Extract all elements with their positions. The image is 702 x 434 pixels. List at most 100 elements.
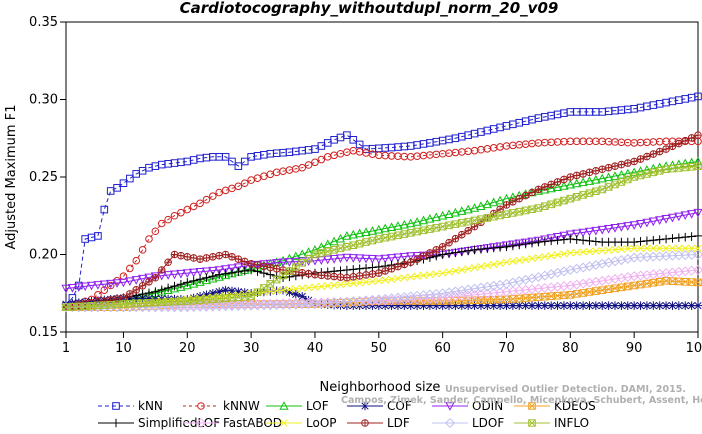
series-point-odin bbox=[272, 259, 282, 268]
legend-item-ldof: LDOF bbox=[432, 416, 504, 430]
series-point-ldf-cross bbox=[694, 131, 702, 139]
series-point-loop bbox=[375, 277, 383, 285]
series-point-knnw bbox=[260, 172, 268, 181]
series-point-lof bbox=[367, 226, 378, 235]
y-tick-label: 0.20 bbox=[29, 248, 58, 263]
series-point-ldf bbox=[413, 255, 421, 263]
legend-label-cof: COF bbox=[387, 399, 412, 413]
series-point-knnw bbox=[132, 256, 141, 265]
series-point-odin bbox=[680, 211, 690, 220]
series-point-ldf-cross bbox=[573, 172, 581, 179]
series-point-odin bbox=[99, 280, 109, 290]
series-point-lof bbox=[425, 213, 435, 223]
series-point-ldf-cross bbox=[247, 260, 255, 268]
series-point-ldf bbox=[655, 147, 664, 156]
series-point-ldf bbox=[202, 254, 211, 262]
series-point-cof bbox=[463, 301, 473, 310]
series-point-ldf bbox=[534, 185, 543, 194]
series-point-odin bbox=[137, 274, 148, 284]
series-point-simplifiedlof bbox=[151, 287, 160, 296]
series-point-ldf bbox=[170, 250, 179, 259]
series-point-kdeos bbox=[623, 282, 632, 291]
series-point-cof bbox=[693, 301, 702, 310]
series-point-inflo bbox=[489, 212, 498, 221]
series-point-knnw bbox=[304, 161, 313, 169]
series-point-cof bbox=[425, 301, 435, 310]
series-point-ldf bbox=[604, 163, 613, 172]
series-point-cof bbox=[202, 290, 211, 300]
series-point-ldf bbox=[228, 253, 236, 261]
x-tick-label: 50 bbox=[371, 341, 388, 356]
series-point-knnw bbox=[145, 235, 153, 243]
series-point-ldf-cross bbox=[605, 164, 612, 171]
series-point-ldf bbox=[196, 255, 204, 263]
series-point-ldf-cross bbox=[164, 258, 172, 266]
series-point-ldf bbox=[553, 178, 562, 186]
series-point-lof bbox=[578, 177, 588, 187]
series-point-odin bbox=[182, 269, 192, 278]
series-point-ldof bbox=[558, 266, 569, 277]
series-point-knn bbox=[336, 133, 345, 142]
series-point-odin bbox=[521, 238, 531, 248]
series-point-inflo bbox=[477, 215, 485, 223]
legend-label-ldf: LDF bbox=[387, 416, 410, 430]
series-point-loop bbox=[298, 284, 306, 292]
series-point-ldf bbox=[432, 246, 441, 254]
series-point-cof bbox=[470, 301, 479, 310]
series-point-ldf bbox=[662, 145, 670, 153]
series-point-lof bbox=[386, 222, 397, 232]
y-axis-label: Adjusted Maximum F1 bbox=[4, 105, 19, 250]
legend-marker-loop bbox=[280, 419, 288, 427]
series-point-ldf-cross bbox=[203, 254, 210, 262]
series-point-knnw bbox=[106, 281, 115, 290]
series-point-ldof bbox=[527, 273, 538, 284]
series-point-loop bbox=[573, 248, 581, 257]
series-point-inflo bbox=[381, 233, 389, 242]
series-point-odin bbox=[610, 224, 620, 233]
series-point-odin bbox=[667, 213, 678, 223]
series-point-loop bbox=[509, 257, 517, 265]
series-point-cof bbox=[189, 293, 198, 303]
series-point-odin bbox=[291, 257, 301, 267]
series-point-cof bbox=[170, 294, 179, 304]
series-point-ldf-cross bbox=[688, 134, 695, 142]
series-point-simplifiedlof bbox=[163, 283, 173, 293]
series-point-ldf-cross bbox=[190, 254, 197, 262]
series-point-inflo bbox=[272, 275, 281, 284]
series-point-simplifiedlof bbox=[195, 275, 205, 284]
series-point-loop bbox=[617, 245, 626, 253]
series-point-ldf bbox=[183, 253, 192, 261]
series-point-cof bbox=[297, 292, 307, 301]
series-point-simplifiedlof bbox=[176, 279, 186, 289]
series-point-odin bbox=[552, 233, 563, 242]
legend-item-ldf: LDF bbox=[347, 416, 410, 430]
series-point-ldf bbox=[126, 290, 134, 298]
series-point-ldf bbox=[636, 155, 645, 163]
series-point-ldf-cross bbox=[630, 158, 638, 165]
series-point-lof bbox=[380, 223, 390, 233]
x-tick-label: 80 bbox=[562, 341, 579, 356]
series-point-cof bbox=[406, 301, 416, 310]
x-tick-label: 20 bbox=[179, 341, 196, 356]
series-point-simplifiedlof bbox=[629, 237, 639, 247]
series-point-ldf bbox=[349, 273, 358, 281]
series-point-lof bbox=[393, 221, 403, 230]
series-point-ldf-cross bbox=[324, 272, 332, 280]
series-point-ldf bbox=[375, 269, 383, 277]
series-point-inflo bbox=[630, 173, 638, 181]
series-point-knn bbox=[509, 120, 517, 129]
series-point-kdeos bbox=[572, 290, 581, 298]
series-point-ldof bbox=[514, 276, 525, 287]
series-point-lof bbox=[291, 251, 301, 261]
series-point-ldf-cross bbox=[567, 173, 574, 181]
series-point-inflo bbox=[406, 229, 415, 237]
series-point-lof bbox=[208, 273, 218, 283]
series-point-loop bbox=[394, 274, 402, 283]
series-point-ldf-cross bbox=[432, 246, 440, 254]
series-point-ldof bbox=[539, 270, 550, 281]
series-point-lof bbox=[278, 255, 288, 265]
series-point-cof bbox=[214, 287, 224, 296]
series-point-knn bbox=[355, 140, 364, 149]
series-point-ldf-cross bbox=[522, 192, 529, 199]
series-point-inflo bbox=[643, 170, 651, 178]
